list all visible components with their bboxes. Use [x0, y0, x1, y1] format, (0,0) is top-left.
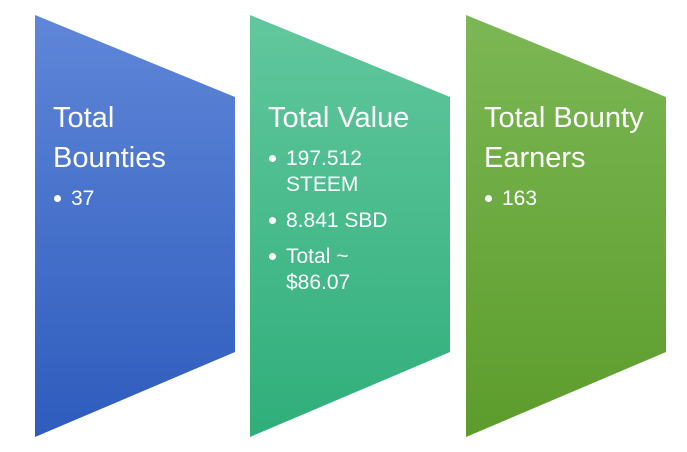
bullet-list: 37	[53, 186, 228, 212]
panel-text: Total Bounties 37	[53, 98, 228, 222]
bullet-item: 8.841 SBD	[269, 208, 404, 234]
panel-text: Total Bounty Earners 163	[484, 98, 659, 222]
panel-text: Total Value 197.512 STEEM 8.841 SBD Total ~…	[268, 98, 443, 306]
bullet-item: 163	[485, 186, 620, 212]
panel-title: Total Bounty Earners	[484, 102, 644, 174]
bullet-item: Total ~ $86.07	[269, 244, 404, 296]
panel-title: Total Bounties	[53, 102, 166, 174]
panel-shape	[250, 15, 450, 437]
bullet-item: 197.512 STEEM	[269, 146, 404, 198]
panel-title: Total Value	[268, 102, 410, 134]
bullet-list: 197.512 STEEM 8.841 SBD Total ~ $86.07	[268, 146, 443, 296]
bullet-list: 163	[484, 186, 659, 212]
panel-shape	[466, 15, 666, 437]
panel-shape	[35, 15, 235, 437]
bullet-item: 37	[54, 186, 189, 212]
